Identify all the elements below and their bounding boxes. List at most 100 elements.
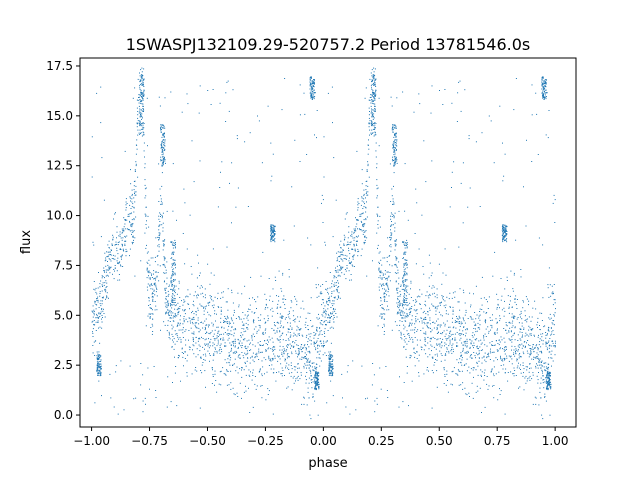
data-point	[411, 322, 413, 324]
data-point	[503, 358, 505, 360]
data-point	[393, 141, 395, 143]
data-point	[544, 393, 546, 395]
data-point	[212, 367, 213, 369]
data-point	[239, 354, 241, 356]
data-point	[272, 346, 274, 348]
data-point	[330, 351, 332, 353]
data-point	[145, 224, 147, 225]
data-point	[141, 98, 143, 100]
data-point	[170, 281, 172, 282]
data-point	[154, 261, 156, 263]
data-point	[232, 341, 234, 343]
data-point	[281, 354, 283, 355]
data-point	[269, 299, 270, 301]
data-point	[152, 298, 154, 300]
data-point	[353, 228, 355, 230]
data-point	[529, 353, 531, 355]
data-point	[224, 317, 226, 319]
data-point	[390, 215, 391, 217]
data-point	[428, 327, 430, 329]
data-point	[266, 371, 268, 373]
data-point	[374, 99, 376, 101]
data-point	[381, 316, 383, 318]
data-point	[131, 241, 133, 243]
data-point	[473, 352, 475, 353]
data-point	[105, 286, 107, 288]
data-point	[330, 357, 332, 359]
data-point	[324, 316, 326, 318]
data-point	[506, 226, 508, 228]
data-point	[351, 231, 353, 233]
data-point	[478, 315, 480, 317]
data-point	[142, 111, 144, 112]
data-point	[205, 386, 206, 388]
data-point	[388, 288, 390, 290]
data-point	[507, 380, 509, 382]
data-point	[184, 351, 186, 353]
data-point	[518, 322, 520, 324]
data-point	[197, 354, 199, 356]
data-point	[443, 322, 445, 324]
data-point	[491, 368, 493, 370]
data-point	[497, 328, 498, 330]
data-point	[206, 324, 207, 326]
data-point	[99, 326, 101, 328]
data-point	[314, 366, 316, 368]
data-point	[224, 373, 226, 375]
data-point	[168, 313, 169, 315]
data-point	[250, 276, 252, 278]
data-point	[553, 320, 555, 322]
data-point	[188, 303, 190, 305]
data-point	[546, 383, 548, 384]
data-point	[339, 251, 341, 253]
data-point	[374, 124, 376, 126]
data-point	[367, 153, 369, 155]
data-point	[199, 338, 201, 340]
data-point	[325, 355, 327, 356]
data-point	[533, 351, 535, 353]
data-point	[312, 325, 314, 327]
data-point	[549, 379, 551, 380]
data-point	[392, 200, 394, 202]
data-point	[180, 341, 182, 343]
data-point	[241, 345, 243, 346]
data-point	[503, 348, 505, 350]
data-point	[140, 125, 142, 127]
data-point	[374, 83, 376, 85]
data-point	[394, 240, 396, 242]
data-point	[310, 86, 312, 88]
data-point	[490, 324, 492, 326]
data-point	[407, 285, 409, 287]
data-point	[454, 296, 456, 298]
data-point	[100, 374, 102, 376]
data-point	[330, 355, 331, 357]
data-point	[93, 324, 95, 325]
data-point	[378, 268, 380, 270]
data-point	[260, 319, 261, 321]
data-point	[98, 358, 100, 360]
data-point	[479, 308, 481, 310]
data-point	[316, 383, 318, 385]
data-point	[335, 271, 337, 273]
data-point	[287, 338, 289, 340]
data-point	[394, 139, 396, 141]
data-point	[404, 259, 406, 261]
data-point	[331, 375, 333, 377]
data-point	[354, 250, 356, 252]
data-point	[301, 349, 302, 351]
data-point	[219, 102, 221, 104]
data-point	[467, 206, 469, 208]
data-point	[291, 351, 293, 353]
data-point	[544, 90, 545, 92]
data-point	[386, 301, 388, 302]
data-point	[441, 341, 443, 343]
data-point	[296, 300, 298, 302]
data-point	[524, 335, 526, 337]
data-point	[316, 375, 318, 377]
data-point	[317, 344, 319, 346]
data-point	[251, 335, 253, 337]
data-point	[525, 346, 526, 348]
data-point	[328, 365, 330, 367]
data-point	[386, 279, 388, 281]
data-point	[160, 203, 162, 205]
